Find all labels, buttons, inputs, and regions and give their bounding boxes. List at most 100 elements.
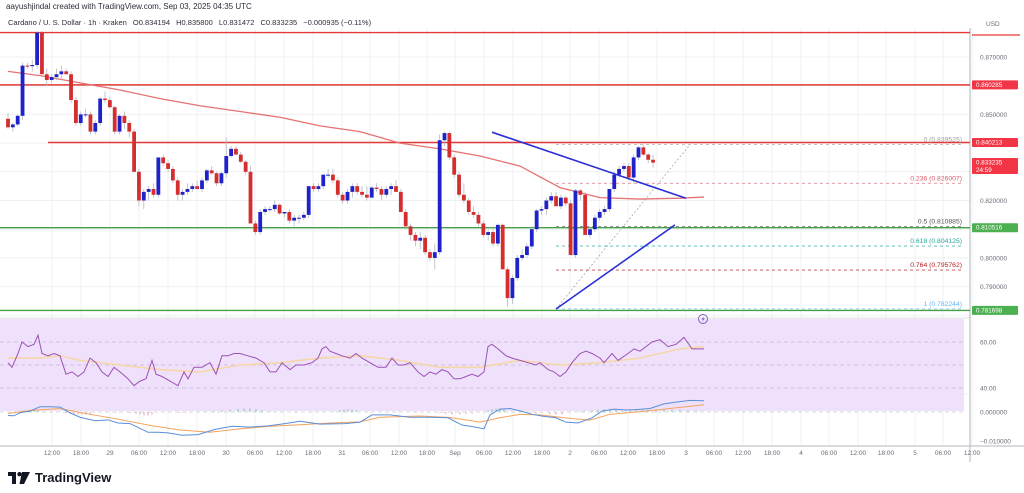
candle-up [78,114,83,124]
price-tick: 0.850000 [980,112,1007,119]
candle-up [282,211,287,214]
candle-down [6,118,10,128]
candle-up [229,148,233,157]
candle-up [141,191,146,201]
candle-down [103,98,107,101]
candle-down [466,200,471,212]
time-tick: 06:00 [591,450,608,457]
replay-icon-ring [698,314,708,324]
candle-down [365,194,369,198]
candle-up [602,209,607,212]
time-tick: 30 [222,450,230,457]
replay-icon[interactable] [698,314,708,324]
candle-up [316,186,321,190]
rsi-band [0,319,964,411]
time-tick: 12:00 [964,450,981,457]
candle-down [428,252,432,258]
price-tag-text: 0.781698 [976,307,1003,314]
candle-down [137,171,141,201]
candle-down [238,154,243,162]
candle-down [651,159,655,163]
time-tick: 5 [913,450,917,457]
candle-down [491,232,495,244]
time-tick: 12:00 [735,450,752,457]
trendline-ascending[interactable] [555,224,676,310]
candle-up [432,252,437,258]
moving-average-line [7,70,705,200]
candle-up [117,115,122,132]
price-tag: 0.810516 [972,223,1018,233]
candle-up [539,209,544,211]
candle-up [146,189,151,192]
candle-down [311,186,316,190]
candle-down [69,74,73,101]
candle-down [331,174,335,181]
time-tick: 06:00 [131,450,148,457]
price-tick: 0.870000 [980,55,1007,62]
tradingview-logo[interactable]: TradingView [8,470,111,485]
time-tick: 12:00 [850,450,867,457]
price-tick: 0.790000 [980,284,1007,291]
price-axis[interactable]: USD 0.870000 0.850000 0.820000 0.800000 0.790… [972,21,1020,446]
time-tick: 12:00 [276,450,293,457]
candle-down [287,211,292,221]
candle-down [277,204,282,214]
candle-up [549,196,554,201]
candle-up [389,186,394,190]
price-tag-text: 0.840213 [976,139,1003,146]
candle-down [112,107,117,132]
fib-level-label: 0.5 (0.810885) [918,219,962,226]
candle-down [583,194,588,235]
trendline-descending[interactable] [491,131,687,199]
candle-down [394,186,398,192]
candle-down [195,186,200,190]
price-tag-bg [972,158,1018,175]
price-tag-text: 0.860285 [976,82,1003,89]
candle-down [151,189,156,195]
candle-down [500,224,505,270]
candle-down [626,166,631,178]
candle-down [64,71,69,75]
candle-down [423,237,427,253]
indicator-tick: −0.010000 [980,439,1011,446]
candle-up [15,115,20,125]
candle-up [49,77,54,80]
candle-up [607,189,612,210]
time-tick: 18:00 [534,450,551,457]
candle-down [641,147,646,155]
price-tag-bg [972,223,1018,233]
candle-up [297,217,301,219]
candle-up [622,166,626,169]
fib-level-label: 0.236 (0.826007) [910,175,962,182]
time-tick: 18:00 [764,450,781,457]
ohlc-close: C0.833235 [260,18,298,27]
candle-down [554,196,558,207]
time-tick: 18:00 [189,450,206,457]
candle-down [355,186,360,192]
candle-down [175,180,180,195]
time-tick: 18:00 [73,450,90,457]
candle-down [413,234,418,241]
candle-down [25,65,30,67]
fib-level-label: 1 (0.782244) [923,301,962,308]
candle-up [35,32,39,66]
candle-down [462,194,466,201]
ohlc-low: L0.831472 [218,18,255,27]
candle-down [481,223,486,235]
fib-level-label: 0 (0.839525) [923,136,962,143]
candle-up [263,209,267,212]
time-tick: 06:00 [821,450,838,457]
candle-down [452,157,457,175]
time-tick: Sep [449,450,461,457]
candle-up [83,114,88,116]
time-tick: 12:00 [505,450,522,457]
symbol-name[interactable]: Cardano / U. S. Dollar · 1h · Kraken [8,18,127,27]
candle-down [568,203,573,256]
price-tag-bg [972,305,1018,315]
time-axis[interactable]: 12:00 18:00 29 06:00 12:00 18:00 30 06:00 12:00 1… [44,450,981,457]
candle-up [636,147,641,158]
candle-down [379,189,384,195]
time-tick: 18:00 [305,450,322,457]
